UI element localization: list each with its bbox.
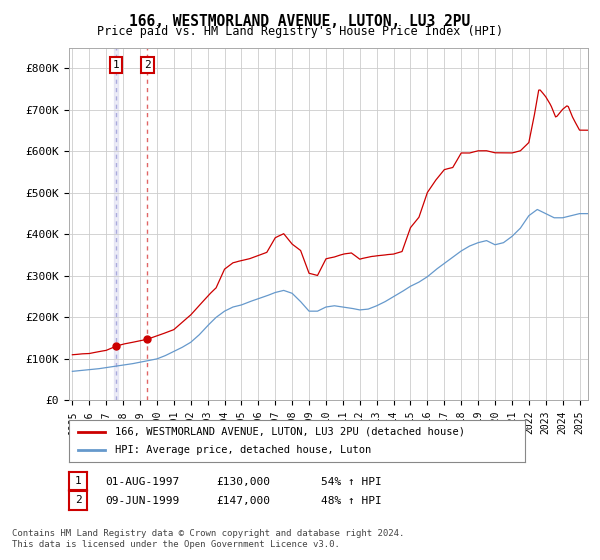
- Text: Price paid vs. HM Land Registry's House Price Index (HPI): Price paid vs. HM Land Registry's House …: [97, 25, 503, 38]
- Text: 54% ↑ HPI: 54% ↑ HPI: [321, 477, 382, 487]
- Text: 2: 2: [74, 496, 82, 505]
- Text: 01-AUG-1997: 01-AUG-1997: [105, 477, 179, 487]
- Bar: [114, 48, 118, 400]
- Text: 1: 1: [74, 476, 82, 486]
- Text: £147,000: £147,000: [216, 496, 270, 506]
- Text: Contains HM Land Registry data © Crown copyright and database right 2024.
This d: Contains HM Land Registry data © Crown c…: [12, 529, 404, 549]
- Text: 09-JUN-1999: 09-JUN-1999: [105, 496, 179, 506]
- Text: HPI: Average price, detached house, Luton: HPI: Average price, detached house, Luto…: [115, 445, 371, 455]
- Text: 2: 2: [144, 60, 151, 70]
- Text: 166, WESTMORLAND AVENUE, LUTON, LU3 2PU: 166, WESTMORLAND AVENUE, LUTON, LU3 2PU: [130, 14, 470, 29]
- Text: 1: 1: [113, 60, 119, 70]
- Text: 166, WESTMORLAND AVENUE, LUTON, LU3 2PU (detached house): 166, WESTMORLAND AVENUE, LUTON, LU3 2PU …: [115, 427, 464, 437]
- Text: 48% ↑ HPI: 48% ↑ HPI: [321, 496, 382, 506]
- Text: £130,000: £130,000: [216, 477, 270, 487]
